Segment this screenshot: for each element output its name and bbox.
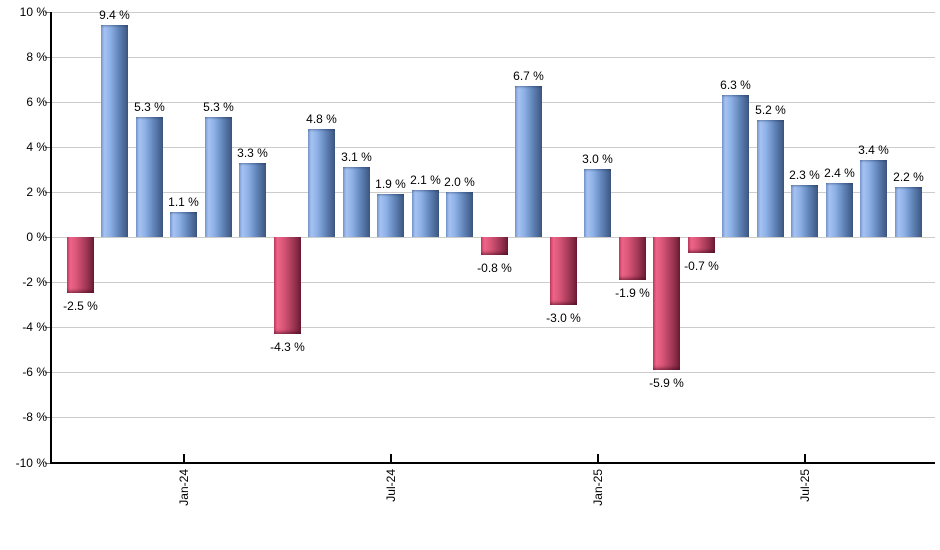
bar-value-label: 3.4 % bbox=[858, 143, 889, 157]
y-tick-label: -8 % bbox=[22, 410, 47, 424]
x-axis-line bbox=[50, 462, 935, 464]
bar-value-label: 1.1 % bbox=[168, 195, 199, 209]
bar bbox=[170, 212, 197, 237]
bar bbox=[619, 237, 646, 280]
bar bbox=[481, 237, 508, 255]
y-tick-label: -6 % bbox=[22, 365, 47, 379]
x-axis-tick bbox=[804, 454, 806, 464]
bar bbox=[826, 183, 853, 237]
bar bbox=[136, 117, 163, 237]
bar bbox=[688, 237, 715, 253]
bar bbox=[895, 187, 922, 237]
bar bbox=[343, 167, 370, 237]
bar-value-label: -1.9 % bbox=[615, 286, 650, 300]
x-tick-label: Jul-25 bbox=[798, 469, 812, 502]
bar-value-label: -0.8 % bbox=[477, 261, 512, 275]
y-gridline bbox=[52, 417, 935, 418]
bar-value-label: 2.3 % bbox=[789, 168, 820, 182]
y-tick-label: -2 % bbox=[22, 275, 47, 289]
y-tick-label: 4 % bbox=[26, 140, 47, 154]
y-axis-tick bbox=[45, 327, 51, 328]
bar-value-label: -3.0 % bbox=[546, 311, 581, 325]
bar-value-label: 2.1 % bbox=[410, 173, 441, 187]
y-axis-tick bbox=[45, 237, 51, 238]
bar-value-label: 5.3 % bbox=[203, 100, 234, 114]
bar-value-label: 2.4 % bbox=[824, 166, 855, 180]
bar bbox=[446, 192, 473, 237]
y-tick-label: 6 % bbox=[26, 95, 47, 109]
bar-value-label: 3.0 % bbox=[582, 152, 613, 166]
bar bbox=[653, 237, 680, 370]
y-gridline bbox=[52, 57, 935, 58]
bar bbox=[584, 169, 611, 237]
y-tick-label: 0 % bbox=[26, 230, 47, 244]
y-axis-tick bbox=[45, 147, 51, 148]
bar bbox=[550, 237, 577, 305]
bar-value-label: -0.7 % bbox=[684, 259, 719, 273]
bar bbox=[860, 160, 887, 237]
y-gridline bbox=[52, 102, 935, 103]
bar bbox=[515, 86, 542, 237]
y-axis-line bbox=[50, 12, 52, 464]
bar-value-label: -2.5 % bbox=[63, 299, 98, 313]
bar-value-label: 5.2 % bbox=[755, 103, 786, 117]
x-axis-tick bbox=[390, 454, 392, 464]
bar bbox=[722, 95, 749, 237]
bar-value-label: -5.9 % bbox=[649, 376, 684, 390]
bar-value-label: 3.3 % bbox=[237, 146, 268, 160]
bar-value-label: 4.8 % bbox=[306, 112, 337, 126]
y-axis-tick bbox=[45, 57, 51, 58]
y-gridline bbox=[52, 327, 935, 328]
bar-value-label: 1.9 % bbox=[375, 177, 406, 191]
y-gridline bbox=[52, 372, 935, 373]
bar bbox=[791, 185, 818, 237]
bar bbox=[67, 237, 94, 293]
y-axis-tick bbox=[45, 463, 51, 464]
y-axis-tick bbox=[45, 102, 51, 103]
y-axis-tick bbox=[45, 192, 51, 193]
y-axis-tick bbox=[45, 12, 51, 13]
y-tick-label: -4 % bbox=[22, 320, 47, 334]
y-tick-label: 10 % bbox=[19, 5, 47, 19]
x-tick-label: Jan-24 bbox=[177, 469, 191, 506]
y-tick-label: 8 % bbox=[26, 50, 47, 64]
bar bbox=[757, 120, 784, 237]
y-gridline bbox=[52, 192, 935, 193]
x-axis-tick bbox=[597, 454, 599, 464]
y-gridline bbox=[52, 282, 935, 283]
bar bbox=[274, 237, 301, 334]
bar-value-label: 2.2 % bbox=[893, 170, 924, 184]
x-axis-tick bbox=[183, 454, 185, 464]
bar bbox=[308, 129, 335, 237]
bar-value-label: 6.3 % bbox=[720, 78, 751, 92]
bar bbox=[377, 194, 404, 237]
bar bbox=[239, 163, 266, 237]
y-axis-tick bbox=[45, 282, 51, 283]
bar-value-label: 2.0 % bbox=[444, 175, 475, 189]
y-axis-tick bbox=[45, 372, 51, 373]
bar-value-label: 5.3 % bbox=[134, 100, 165, 114]
bar bbox=[412, 190, 439, 237]
bar-value-label: 3.1 % bbox=[341, 150, 372, 164]
y-gridline bbox=[52, 12, 935, 13]
y-gridline bbox=[52, 147, 935, 148]
x-tick-label: Jan-25 bbox=[591, 469, 605, 506]
x-tick-label: Jul-24 bbox=[384, 469, 398, 502]
y-tick-label: -10 % bbox=[15, 456, 47, 470]
bar-value-label: 9.4 % bbox=[99, 8, 130, 22]
y-tick-label: 2 % bbox=[26, 185, 47, 199]
bar bbox=[205, 117, 232, 237]
bar bbox=[101, 25, 128, 237]
bar-value-label: 6.7 % bbox=[513, 69, 544, 83]
bar-value-label: -4.3 % bbox=[270, 340, 305, 354]
y-axis-tick bbox=[45, 417, 51, 418]
